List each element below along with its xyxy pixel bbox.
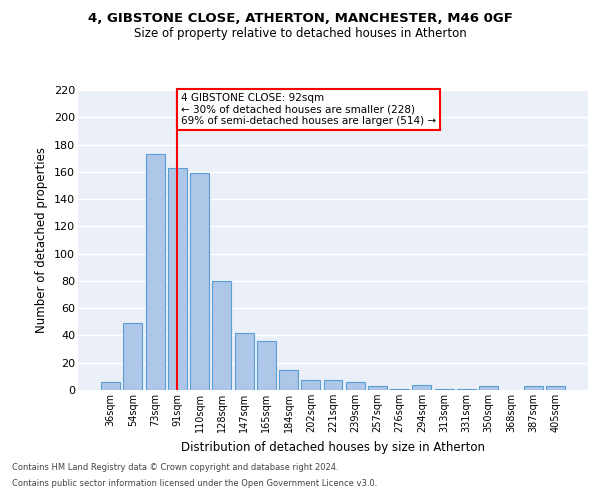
Text: 4 GIBSTONE CLOSE: 92sqm
← 30% of detached houses are smaller (228)
69% of semi-d: 4 GIBSTONE CLOSE: 92sqm ← 30% of detache… (181, 92, 436, 126)
Bar (301, 380, 320, 390)
X-axis label: Distribution of detached houses by size in Atherton: Distribution of detached houses by size … (181, 440, 485, 454)
Bar (368, 386, 387, 390)
Bar (412, 384, 431, 390)
Bar (390, 388, 409, 390)
Bar (323, 380, 343, 390)
Bar (101, 382, 120, 390)
Text: Contains public sector information licensed under the Open Government Licence v3: Contains public sector information licen… (12, 478, 377, 488)
Text: Contains HM Land Registry data © Crown copyright and database right 2024.: Contains HM Land Registry data © Crown c… (12, 464, 338, 472)
Bar (479, 386, 498, 390)
Bar (279, 370, 298, 390)
Text: 4, GIBSTONE CLOSE, ATHERTON, MANCHESTER, M46 0GF: 4, GIBSTONE CLOSE, ATHERTON, MANCHESTER,… (88, 12, 512, 26)
Text: Size of property relative to detached houses in Atherton: Size of property relative to detached ho… (134, 28, 466, 40)
Bar (546, 386, 565, 390)
Bar (212, 281, 231, 390)
Bar (346, 382, 365, 390)
Y-axis label: Number of detached properties: Number of detached properties (35, 147, 49, 333)
Bar (257, 341, 276, 390)
Bar (457, 388, 476, 390)
Bar (524, 386, 542, 390)
Bar (124, 323, 142, 390)
Bar (168, 168, 187, 390)
Bar (146, 154, 164, 390)
Bar (435, 388, 454, 390)
Bar (190, 173, 209, 390)
Bar (235, 332, 254, 390)
